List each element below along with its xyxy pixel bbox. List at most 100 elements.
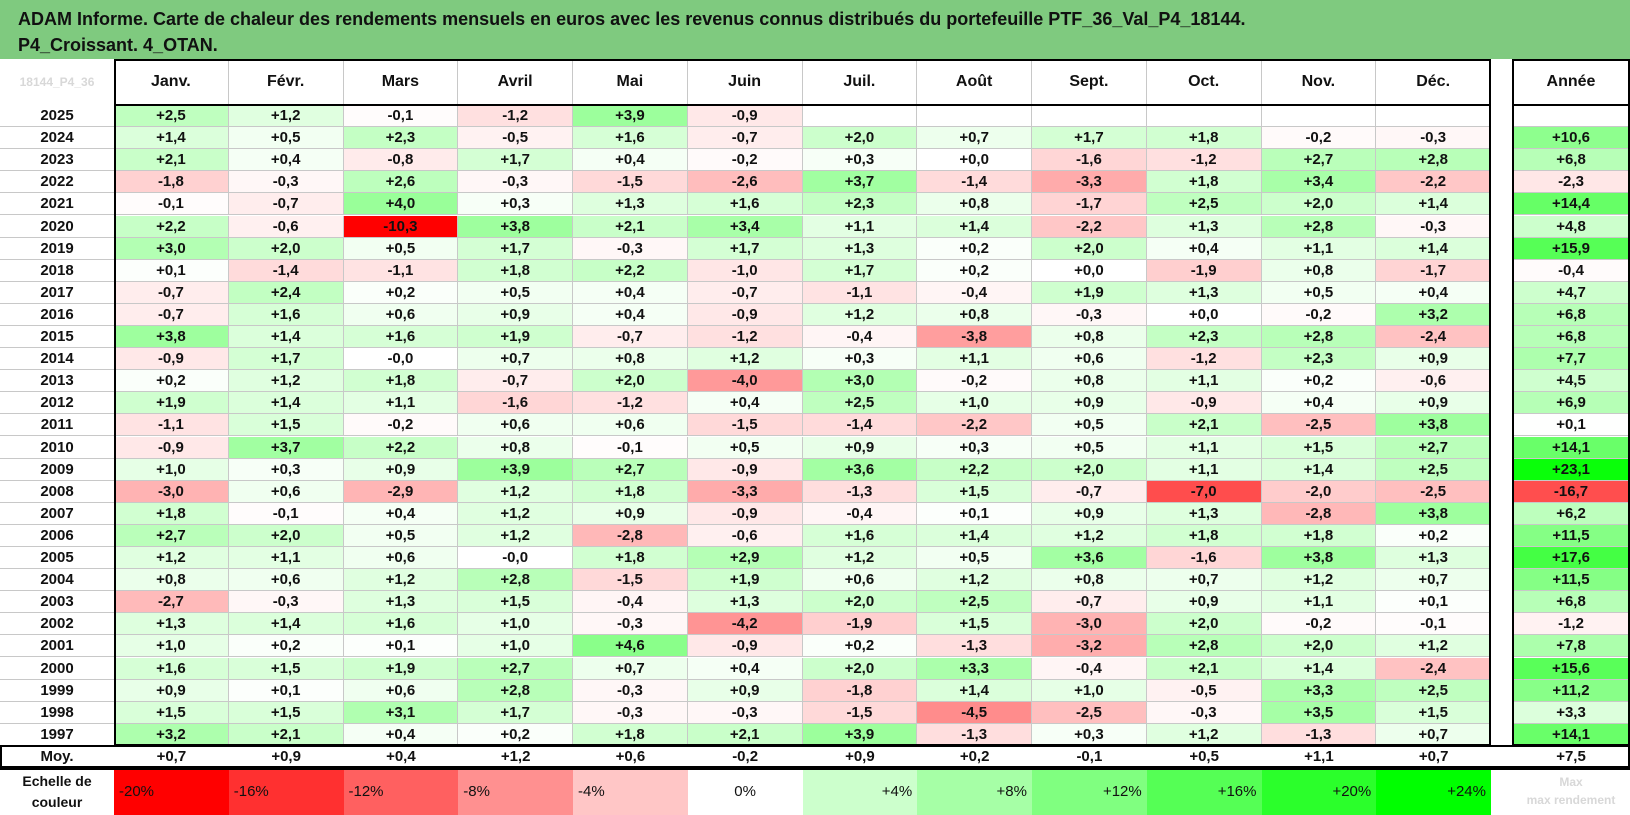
heatmap-cell: +0,3 <box>1032 723 1147 746</box>
heatmap-cell: -2,5 <box>1376 480 1491 503</box>
year-label: 2019 <box>0 238 114 260</box>
annual-cell: +17,6 <box>1512 547 1630 570</box>
heatmap-cell: +0,9 <box>802 436 918 459</box>
heatmap-cell: -1,2 <box>573 392 688 415</box>
scale-swatch: -16% <box>228 769 344 815</box>
heatmap-cell: -1,7 <box>1032 193 1147 216</box>
heatmap-cell: +1,2 <box>343 569 459 592</box>
annual-cell: +7,7 <box>1512 348 1630 371</box>
heatmap-cell: +0,4 <box>343 502 459 525</box>
heatmap-cell: +1,3 <box>802 237 918 260</box>
scale-swatch: +12% <box>1032 769 1147 815</box>
heatmap-cell: +2,1 <box>114 149 229 172</box>
heatmap-cell <box>1032 105 1147 128</box>
heatmap-cell: +1,0 <box>114 635 229 658</box>
month-header: Oct. <box>1146 59 1262 105</box>
heatmap-cell: +0,1 <box>1376 591 1491 614</box>
heatmap-cell: +0,2 <box>802 635 918 658</box>
heatmap-cell: -0,3 <box>1032 303 1147 326</box>
annual-cell: +6,2 <box>1512 502 1630 525</box>
annual-cell: +6,9 <box>1512 392 1630 415</box>
heatmap-cell <box>917 105 1032 128</box>
heatmap-cell: -0,3 <box>687 701 803 724</box>
heatmap-cell: +1,1 <box>343 392 459 415</box>
heatmap-cell: -1,5 <box>573 171 688 194</box>
heatmap-cell: +0,6 <box>228 480 344 503</box>
heatmap-cell: +0,1 <box>228 679 344 702</box>
heatmap-cell: +1,2 <box>458 480 573 503</box>
heatmap-cell: +0,4 <box>228 149 344 172</box>
heatmap-cell: +1,4 <box>917 215 1032 238</box>
heatmap-cell: -0,9 <box>687 502 803 525</box>
heatmap-cell: +1,8 <box>573 480 688 503</box>
heatmap-cell: -0,5 <box>458 127 573 150</box>
heatmap-cell: -2,9 <box>343 480 459 503</box>
heatmap-cell: +0,4 <box>573 149 688 172</box>
heatmap-cell: +1,1 <box>1146 458 1262 481</box>
heatmap-cell: -1,9 <box>1146 259 1262 282</box>
annual-cell: +4,8 <box>1512 215 1630 238</box>
heatmap-cell: -0,3 <box>1146 701 1262 724</box>
heatmap-cell <box>1261 105 1377 128</box>
year-label: 1999 <box>0 680 114 702</box>
heatmap-cell: +1,7 <box>1032 127 1147 150</box>
annual-cell: +11,5 <box>1512 524 1630 547</box>
heatmap-cell: -0,3 <box>573 613 688 636</box>
heatmap-cell: -1,3 <box>1261 723 1377 746</box>
heatmap-cell: +2,7 <box>573 458 688 481</box>
heatmap-cell: -1,1 <box>343 259 459 282</box>
year-label: 2006 <box>0 525 114 547</box>
heatmap-cell: -0,1 <box>573 436 688 459</box>
heatmap-cell: +0,3 <box>458 193 573 216</box>
heatmap-cell: +0,6 <box>573 414 688 437</box>
heatmap-cell: -0,3 <box>228 171 344 194</box>
heatmap-cell: +0,9 <box>458 303 573 326</box>
heatmap-cell: +1,1 <box>1146 370 1262 393</box>
heatmap-cell: +1,5 <box>1376 701 1491 724</box>
heatmap-cell: -0,2 <box>687 149 803 172</box>
heatmap-cell: -0,9 <box>687 105 803 128</box>
heatmap-cell: +0,6 <box>343 547 459 570</box>
annual-cell: +6,8 <box>1512 303 1630 326</box>
heatmap-cell: +1,9 <box>1032 281 1147 304</box>
month-header: Mars <box>343 59 459 105</box>
year-label: 2021 <box>0 193 114 216</box>
heatmap-cell: +0,8 <box>1032 569 1147 592</box>
year-label: 2024 <box>0 127 114 150</box>
year-label: 2007 <box>0 503 114 525</box>
average-cell: -0,1 <box>1076 747 1103 765</box>
heatmap-cell: +1,2 <box>917 569 1032 592</box>
heatmap-cell: +1,6 <box>228 303 344 326</box>
heatmap-cell: -0,6 <box>1376 370 1491 393</box>
heatmap-cell: +2,4 <box>228 281 344 304</box>
year-label: 1997 <box>0 724 114 746</box>
scale-label-line: couleur <box>31 794 83 810</box>
heatmap-cell: +3,8 <box>114 326 229 349</box>
heatmap-cell: +2,8 <box>458 679 573 702</box>
heatmap-cell: +0,2 <box>1261 370 1377 393</box>
heatmap-cell: +2,0 <box>228 237 344 260</box>
heatmap-cell: -0,7 <box>687 281 803 304</box>
annual-cell: +6,8 <box>1512 149 1630 172</box>
heatmap-cell: +0,6 <box>343 303 459 326</box>
heatmap-cell: +3,5 <box>1261 701 1377 724</box>
heatmap-cell: +0,5 <box>458 281 573 304</box>
heatmap-cell: +1,3 <box>343 591 459 614</box>
heatmap-cell: +0,9 <box>1376 392 1491 415</box>
heatmap-cell: +2,8 <box>458 569 573 592</box>
heatmap-cell: +1,1 <box>1261 237 1377 260</box>
heatmap-cell: +3,9 <box>573 105 688 128</box>
month-header: Nov. <box>1261 59 1377 105</box>
scale-swatch: -20% <box>114 769 229 815</box>
heatmap-cell: +1,4 <box>917 679 1032 702</box>
heatmap-cell: +1,0 <box>1032 679 1147 702</box>
heatmap-cell: +1,2 <box>228 105 344 128</box>
heatmap-cell: -2,4 <box>1376 657 1491 680</box>
heatmap-cell: +0,9 <box>687 679 803 702</box>
heatmap-cell: +2,3 <box>802 193 918 216</box>
heatmap-cell: +1,4 <box>228 392 344 415</box>
annual-cell: +6,8 <box>1512 591 1630 614</box>
year-label: 2020 <box>0 216 114 238</box>
heatmap-cell: -0,2 <box>1261 303 1377 326</box>
